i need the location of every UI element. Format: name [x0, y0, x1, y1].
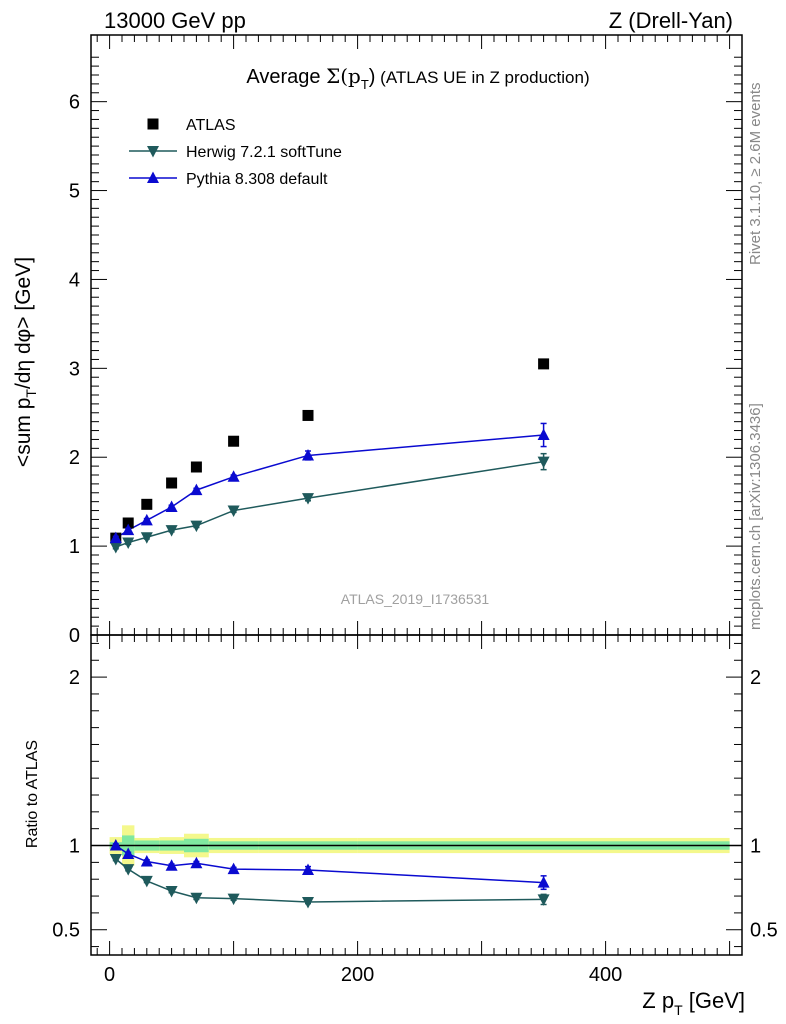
ratio-point-herwig-7-2-1-softtune	[190, 892, 203, 905]
ratio-tick-label-left: 2	[69, 667, 80, 689]
ratio-point-pythia-8-308-default	[227, 862, 240, 875]
legend-label-herwig-7-2-1-softtune: Herwig 7.2.1 softTune	[186, 144, 342, 161]
ratio-point-pythia-8-308-default	[165, 859, 178, 871]
point-herwig-7-2-1-softtune	[122, 537, 135, 550]
ratio-point-pythia-8-308-default	[109, 839, 122, 851]
ratio-line-herwig-7-2-1-softtune	[115, 858, 544, 903]
ratio-point-herwig-7-2-1-softtune	[165, 886, 178, 898]
point-herwig-7-2-1-softtune	[190, 520, 203, 533]
ratio-point-pythia-8-308-default	[190, 856, 203, 869]
legend-marker-herwig-7-2-1-softtune	[147, 146, 159, 158]
ratio-point-herwig-7-2-1-softtune	[227, 893, 240, 906]
line-herwig-7-2-1-softtune	[115, 460, 544, 548]
y-tick-label: 2	[69, 447, 80, 469]
ratio-point-pythia-8-308-default	[140, 855, 153, 867]
point-atlas	[228, 435, 240, 447]
point-herwig-7-2-1-softtune	[109, 542, 122, 554]
ratio-point-pythia-8-308-default	[302, 863, 314, 875]
ratio-point-herwig-7-2-1-softtune	[302, 896, 314, 909]
legend-label-atlas: ATLAS	[186, 117, 236, 134]
axis-ticks: 0 200 400 0 1 2 3 4 5 6 0.5 0.5 1 1 2 2	[52, 35, 778, 986]
point-herwig-7-2-1-softtune	[165, 525, 178, 537]
line-pythia-8-308-default	[115, 434, 544, 539]
point-pythia-8-308-default	[122, 523, 135, 536]
ratio-point-herwig-7-2-1-softtune	[109, 854, 122, 866]
point-herwig-7-2-1-softtune	[227, 505, 240, 518]
point-atlas	[538, 358, 550, 370]
legend-marker-pythia-8-308-default	[147, 171, 159, 183]
y-tick-label: 4	[69, 269, 80, 291]
rivet-text: Rivet 3.1.10, ≥ 2.6M events	[747, 83, 764, 266]
x-axis-label: Z pT [GeV]	[642, 988, 745, 1018]
ratio-tick-label-right: 2	[750, 667, 761, 689]
point-herwig-7-2-1-softtune	[302, 493, 314, 505]
point-herwig-7-2-1-softtune	[537, 456, 550, 469]
header-left: 13000 GeV pp	[104, 8, 246, 33]
point-pythia-8-308-default	[227, 470, 240, 482]
ratio-plot-frame	[90, 634, 743, 956]
ratio-y-axis-label: Ratio to ATLAS	[24, 740, 41, 848]
point-pythia-8-308-default	[109, 531, 122, 544]
x-tick-label: 0	[104, 964, 115, 986]
point-pythia-8-308-default	[537, 428, 550, 440]
chart-title: Average Σ(pT) (ATLAS UE in Z production)	[246, 64, 589, 92]
ratio-point-pythia-8-308-default	[537, 876, 550, 888]
legend-marker-atlas	[147, 118, 159, 130]
ratio-tick-label-left: 0.5	[52, 920, 80, 942]
ratio-point-pythia-8-308-default	[122, 847, 135, 859]
ratio-tick-label-left: 1	[69, 836, 80, 858]
point-atlas	[166, 477, 178, 489]
legend-label-pythia-8-308-default: Pythia 8.308 default	[186, 171, 328, 188]
point-atlas	[190, 461, 202, 473]
point-pythia-8-308-default	[302, 448, 314, 461]
series-markers	[109, 358, 550, 909]
y-tick-label: 6	[69, 92, 80, 114]
x-tick-label: 400	[589, 964, 622, 986]
ratio-point-herwig-7-2-1-softtune	[537, 894, 550, 906]
point-pythia-8-308-default	[190, 483, 203, 496]
y-tick-label: 5	[69, 181, 80, 203]
ratio-tick-label-right: 0.5	[750, 920, 778, 942]
series-lines	[115, 434, 544, 903]
point-herwig-7-2-1-softtune	[140, 532, 153, 544]
y-tick-label: 3	[69, 358, 80, 380]
watermark: ATLAS_2019_I1736531	[341, 591, 490, 607]
point-atlas	[122, 517, 134, 529]
header-right: Z (Drell-Yan)	[609, 8, 733, 33]
ratio-point-herwig-7-2-1-softtune	[140, 875, 153, 888]
point-atlas	[141, 498, 153, 510]
point-pythia-8-308-default	[165, 500, 178, 512]
y-tick-label: 1	[69, 536, 80, 558]
data-uncertainty-bands	[91, 825, 742, 866]
mcplots-text: mcplots.cern.ch [arXiv:1306.3436]	[747, 403, 764, 630]
point-pythia-8-308-default	[140, 513, 153, 526]
legend: ATLAS Herwig 7.2.1 softTune Pythia 8.308 d…	[129, 117, 342, 188]
ratio-tick-label-right: 1	[750, 836, 761, 858]
ratio-point-herwig-7-2-1-softtune	[122, 864, 135, 876]
y-axis-label: <sum pT/dη dφ> [GeV]	[12, 257, 39, 467]
y-tick-label: 0	[69, 625, 80, 647]
x-tick-label: 200	[341, 964, 374, 986]
point-atlas	[302, 409, 314, 421]
